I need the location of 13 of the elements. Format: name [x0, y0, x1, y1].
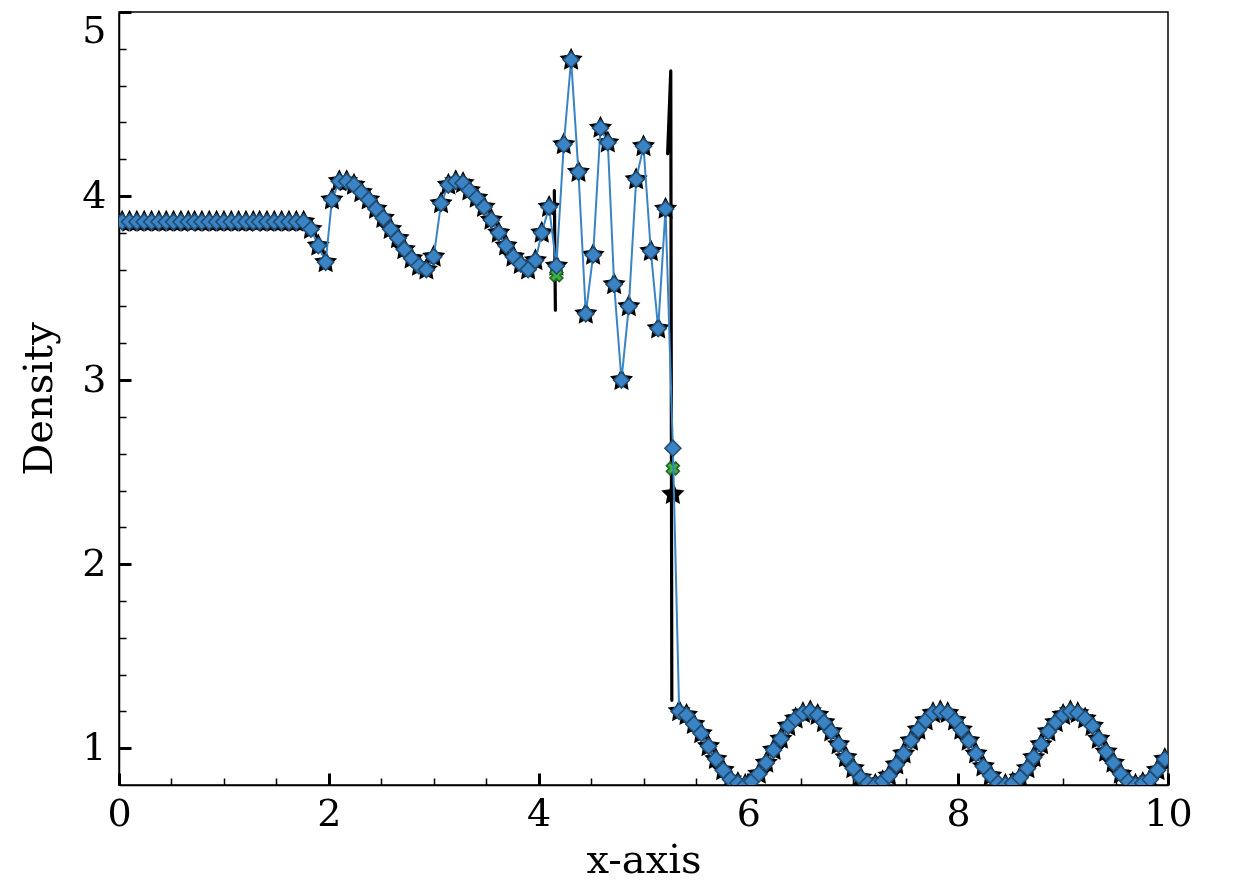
- x-tick-label: 0: [107, 790, 132, 835]
- x-axis-title: x-axis: [586, 835, 702, 882]
- y-tick-label: 3: [82, 356, 107, 401]
- y-tick-label: 2: [82, 540, 107, 585]
- y-axis-title: Density: [15, 321, 62, 476]
- x-tick-label: 2: [317, 790, 342, 835]
- y-tick-label: 5: [82, 7, 107, 52]
- y-tick-label: 1: [82, 724, 107, 769]
- x-tick-label: 4: [527, 790, 552, 835]
- x-tick-label: 6: [736, 790, 761, 835]
- x-tick-label: 8: [946, 790, 971, 835]
- x-tick-label: 10: [1144, 790, 1193, 835]
- y-tick-label: 4: [82, 172, 107, 217]
